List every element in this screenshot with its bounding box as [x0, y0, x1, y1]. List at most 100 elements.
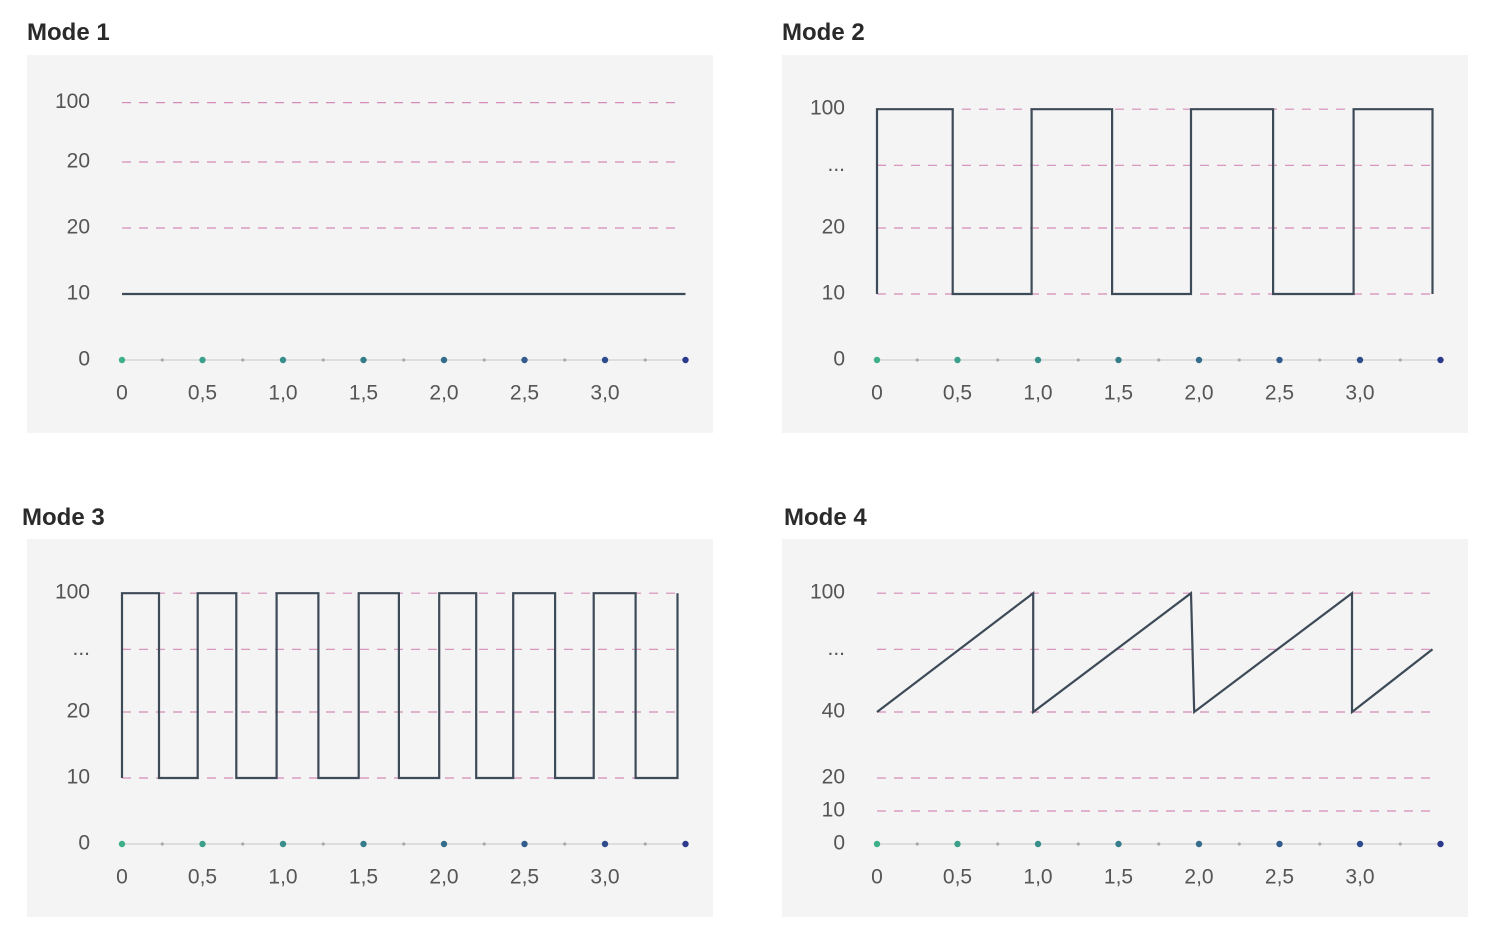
chart-title: Mode 4: [784, 504, 867, 531]
x-tick-label: 3,0: [1345, 866, 1374, 889]
chart-title: Mode 1: [27, 19, 110, 46]
x-tick-dot: [1356, 840, 1364, 848]
x-tick-dot: [954, 356, 961, 364]
axis-minor-dot: [482, 358, 486, 362]
y-tick-label: 0: [833, 832, 845, 855]
x-tick-label: 2,0: [429, 866, 458, 889]
y-tick-label: 0: [78, 348, 90, 371]
x-tick-dot: [1115, 840, 1122, 848]
chart-panel: Mode 1 0 10 20 20 100 0 0,5 1,0 1,5 2,0 2,5 3,0: [27, 19, 713, 433]
x-tick-dot: [954, 840, 961, 848]
x-tick-label: 1,5: [1104, 866, 1133, 889]
x-tick-label: 0,5: [188, 382, 217, 405]
x-axis-end-dot: [682, 356, 689, 364]
x-axis-end-dot: [1437, 840, 1444, 848]
x-tick-dot: [360, 840, 367, 848]
x-axis-end-dot: [682, 840, 689, 848]
x-tick-label: 0,5: [943, 866, 972, 889]
x-tick-dot: [1034, 356, 1042, 364]
x-tick-label: 0: [871, 382, 883, 405]
axis-minor-dot: [321, 358, 325, 362]
axis-minor-dot: [402, 358, 406, 362]
x-tick-dot: [521, 356, 528, 364]
x-tick-label: 0,5: [188, 866, 217, 889]
plot-background: [27, 55, 713, 433]
y-tick-label: 100: [55, 90, 90, 113]
y-tick-label: 0: [78, 832, 90, 855]
data-line: [875, 108, 1434, 296]
axis-minor-dot: [1398, 842, 1402, 846]
plot-background: [782, 55, 1468, 433]
axis-minor-dot: [996, 842, 1000, 846]
x-tick-label: 2,5: [510, 866, 539, 889]
x-tick-dot: [360, 356, 367, 364]
x-tick-dot: [199, 840, 206, 848]
y-tick-label: 20: [67, 150, 90, 173]
axis-minor-dot: [241, 358, 245, 362]
x-tick-label: 3,0: [590, 382, 619, 405]
x-tick-label: 2,5: [1265, 382, 1294, 405]
y-tick-label: 20: [67, 216, 90, 239]
data-line: [876, 590, 1434, 715]
y-tick-label: 100: [810, 97, 845, 120]
x-tick-dot: [440, 840, 448, 848]
y-tick-label: 10: [822, 799, 845, 822]
axis-minor-dot: [1157, 842, 1161, 846]
y-tick-label: 0: [833, 348, 845, 371]
axis-minor-dot: [915, 358, 919, 362]
axis-minor-dot: [643, 358, 647, 362]
x-tick-dot: [440, 356, 448, 364]
chart-title: Mode 3: [22, 504, 105, 531]
axis-minor-dot: [996, 358, 1000, 362]
plot-background: [782, 539, 1468, 917]
x-tick-label: 1,5: [349, 382, 378, 405]
x-tick-dot: [873, 840, 881, 848]
x-tick-dot: [521, 840, 528, 848]
x-tick-label: 0: [871, 866, 883, 889]
axis-minor-dot: [160, 842, 164, 846]
data-line: [120, 592, 679, 780]
axis-minor-dot: [482, 842, 486, 846]
x-tick-dot: [601, 840, 609, 848]
x-tick-label: 1,0: [1023, 382, 1052, 405]
x-tick-label: 1,0: [1023, 866, 1052, 889]
x-tick-label: 2,5: [1265, 866, 1294, 889]
x-tick-dot: [1276, 356, 1283, 364]
axis-minor-dot: [643, 842, 647, 846]
axis-minor-dot: [241, 842, 245, 846]
axis-minor-dot: [1076, 842, 1080, 846]
y-tick-label: 10: [67, 282, 90, 305]
axis-minor-dot: [1318, 358, 1322, 362]
x-tick-dot: [1195, 356, 1203, 364]
y-tick-label: 40: [822, 700, 845, 723]
axis-minor-dot: [1237, 842, 1241, 846]
plot-background: [27, 539, 713, 917]
x-tick-label: 2,0: [1184, 382, 1213, 405]
x-tick-label: 1,0: [268, 382, 297, 405]
axis-minor-dot: [915, 842, 919, 846]
x-tick-dot: [601, 356, 609, 364]
y-tick-label: 10: [822, 282, 845, 305]
x-tick-dot: [1356, 356, 1364, 364]
y-tick-label: 20: [822, 766, 845, 789]
chart-panel: Mode 3 0 10 20... 100 0 0,5 1,0 1,5 2,0 2,5 3,0: [22, 504, 713, 917]
x-tick-dot: [199, 356, 206, 364]
x-tick-label: 3,0: [590, 866, 619, 889]
x-tick-dot: [1195, 840, 1203, 848]
axis-minor-dot: [1398, 358, 1402, 362]
axis-minor-dot: [563, 358, 567, 362]
y-tick-label: 100: [55, 581, 90, 604]
x-tick-dot: [873, 356, 881, 364]
axis-minor-dot: [1318, 842, 1322, 846]
axis-minor-dot: [1237, 358, 1241, 362]
axis-minor-dot: [1157, 358, 1161, 362]
x-axis-end-dot: [1437, 356, 1444, 364]
y-tick-label: 20: [67, 700, 90, 723]
x-tick-label: 2,0: [429, 382, 458, 405]
axis-minor-dot: [1076, 358, 1080, 362]
x-tick-label: 0,5: [943, 382, 972, 405]
y-tick-label: ...: [827, 637, 845, 660]
x-tick-dot: [279, 356, 287, 364]
